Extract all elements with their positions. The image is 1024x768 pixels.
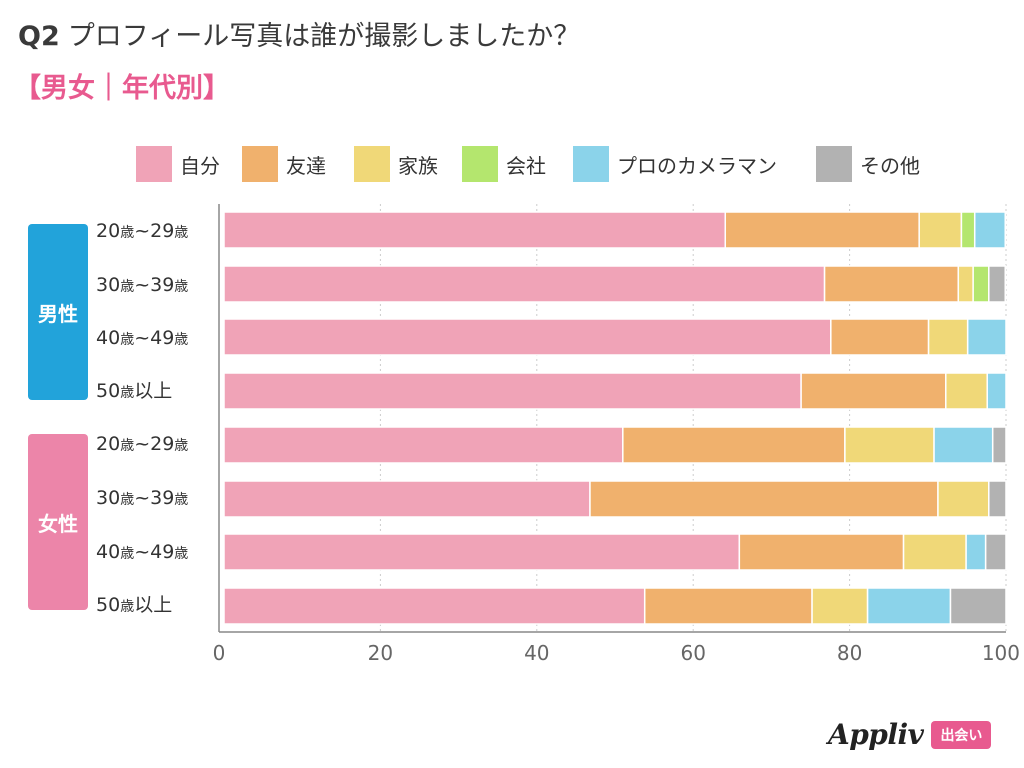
question-text: プロフィール写真は誰が撮影しましたか？ — [67, 21, 581, 52]
legend-swatch-company — [462, 146, 498, 182]
bar-segment-row4-series1 — [622, 426, 846, 464]
group-tag-male: 男性 — [28, 224, 88, 400]
bar-segment-row5-series5 — [988, 480, 1007, 518]
bar-segment-row5-series1 — [589, 480, 939, 518]
bar-segment-row4-series5 — [991, 426, 1007, 464]
row-label-male-50plus: 50歳以上 — [96, 380, 173, 402]
appliv-logo: Appliv 出会い — [828, 718, 992, 751]
row-label-male-20s: 20歳~29歳 — [96, 220, 189, 242]
bar-segment-row6-series5 — [984, 533, 1007, 571]
legend-label: 家族 — [398, 153, 438, 178]
bar-segment-row1-series3 — [972, 265, 990, 303]
chart-title: Q2 プロフィール写真は誰が撮影しましたか？ — [18, 14, 580, 53]
legend-swatch-pro — [573, 146, 609, 182]
legend-label: 自分 — [180, 153, 220, 178]
row-label-female-30s: 30歳~39歳 — [96, 487, 189, 509]
legend-item: 家族 — [354, 146, 438, 182]
bar-segment-row6-series4 — [965, 533, 987, 571]
legend-swatch-other — [816, 146, 852, 182]
bar-segment-row1-series5 — [988, 265, 1006, 303]
bar-segment-row0-series1 — [724, 211, 920, 249]
legend-item: 友達 — [242, 146, 326, 182]
x-tick-label: 60 — [680, 641, 705, 665]
bar-segment-row2-series4 — [966, 318, 1007, 356]
bar-segment-row7-series5 — [949, 587, 1007, 625]
bars — [223, 211, 1007, 625]
x-tick-label: 20 — [368, 641, 393, 665]
bar-segment-row3-series2 — [945, 372, 988, 410]
row-label-male-40s: 40歳~49歳 — [96, 327, 189, 349]
bar-segment-row3-series4 — [986, 372, 1007, 410]
legend-label: 友達 — [286, 153, 326, 178]
x-axis-ticks: 0 20 40 60 80 100 — [213, 641, 1020, 665]
legend-label: 会社 — [506, 153, 546, 178]
legend-item: その他 — [816, 146, 920, 182]
bar-segment-row0-series3 — [960, 211, 976, 249]
row-label-female-20s: 20歳~29歳 — [96, 433, 189, 455]
logo-badge: 出会い — [931, 720, 992, 749]
legend-swatch-friend — [242, 146, 278, 182]
chart-subtitle: 【男女｜年代別】 — [14, 73, 230, 104]
bar-segment-row6-series1 — [738, 533, 905, 571]
bar-segment-row2-series0 — [223, 318, 832, 356]
legend-swatch-family — [354, 146, 390, 182]
bar-segment-row5-series0 — [223, 480, 591, 518]
bar-segment-row7-series0 — [223, 587, 646, 625]
bar-segment-row4-series2 — [844, 426, 935, 464]
bar-segment-row7-series1 — [643, 587, 813, 625]
bar-segment-row4-series0 — [223, 426, 624, 464]
legend-item: 会社 — [462, 146, 546, 182]
x-tick-label: 0 — [213, 641, 226, 665]
bar-segment-row3-series0 — [223, 372, 802, 410]
row-label-male-30s: 30歳~39歳 — [96, 274, 189, 296]
bar-segment-row1-series2 — [957, 265, 974, 303]
bar-segment-row7-series2 — [811, 587, 869, 625]
x-tick-label: 80 — [837, 641, 862, 665]
bar-segment-row2-series1 — [830, 318, 930, 356]
row-label-female-40s: 40歳~49歳 — [96, 541, 189, 563]
bar-segment-row4-series4 — [933, 426, 994, 464]
row-label-female-50plus: 50歳以上 — [96, 594, 173, 616]
x-tick-label: 40 — [524, 641, 549, 665]
bar-segment-row7-series4 — [866, 587, 952, 625]
legend-item: 自分 — [136, 146, 220, 182]
legend-item: プロのカメラマン — [573, 146, 777, 182]
group-tag-female: 女性 — [28, 434, 88, 610]
bar-segment-row2-series2 — [927, 318, 969, 356]
bar-segment-row5-series2 — [937, 480, 990, 518]
bar-segment-row0-series2 — [918, 211, 963, 249]
bar-segment-row1-series1 — [823, 265, 960, 303]
legend-label: その他 — [860, 153, 920, 178]
x-tick-label: 100 — [982, 641, 1020, 665]
legend-label: プロのカメラマン — [617, 153, 777, 178]
bar-segment-row6-series2 — [902, 533, 967, 571]
bar-segment-row3-series1 — [800, 372, 947, 410]
legend-swatch-self — [136, 146, 172, 182]
bar-segment-row6-series0 — [223, 533, 741, 571]
bar-segment-row1-series0 — [223, 265, 826, 303]
logo-text: Appliv — [828, 718, 924, 751]
bar-segment-row0-series0 — [223, 211, 727, 249]
question-number: Q2 — [18, 21, 60, 52]
bar-segment-row0-series4 — [973, 211, 1006, 249]
